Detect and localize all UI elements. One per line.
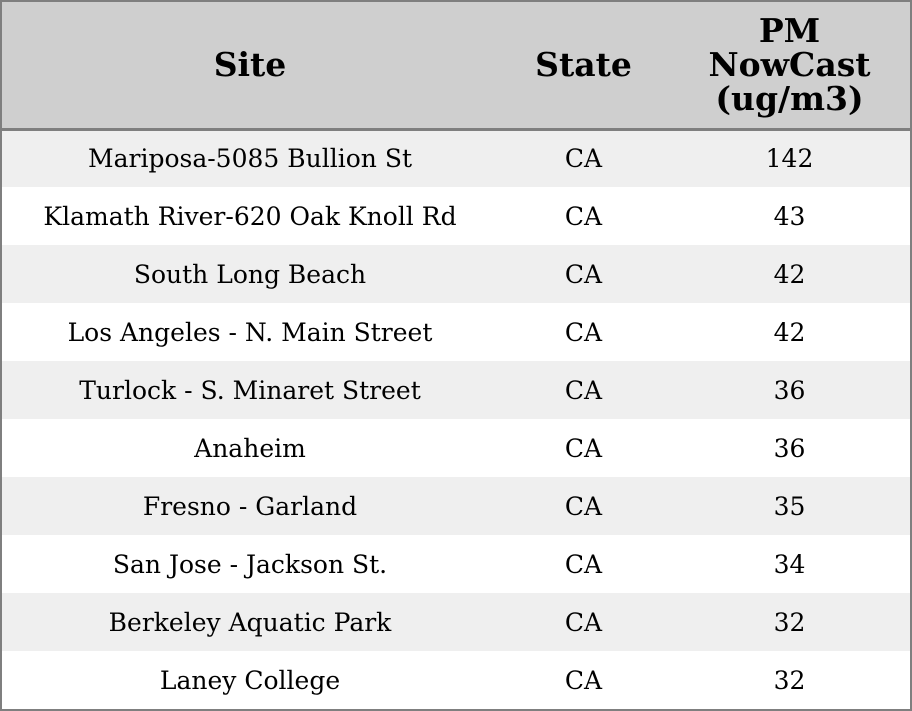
cell-state: CA [564,607,603,637]
cell-pm: 34 [773,549,806,579]
header-pm-line3: (ug/m3) [715,78,864,118]
header-site: Site [2,2,498,131]
cell-pm: 36 [773,433,806,463]
table-header: Site State PM NowCast (ug/m3) [2,2,910,131]
cell-site: South Long Beach [133,259,367,289]
table-row: Klamath River-620 Oak Knoll Rd CA 43 [2,187,910,245]
cell-pm: 32 [773,607,806,637]
cell-pm: 36 [773,375,806,405]
header-state: State [498,2,669,131]
cell-state: CA [564,665,603,695]
cell-site: Los Angeles - N. Main Street [67,317,433,347]
cell-site: Berkeley Aquatic Park [108,607,392,637]
cell-state: CA [564,144,603,174]
table-row: Berkeley Aquatic Park CA 32 [2,593,910,651]
header-pm-line1: PM [758,10,821,50]
cell-pm: 35 [773,491,806,521]
table-body: Mariposa-5085 Bullion St CA 142 Klamath … [2,129,910,709]
cell-pm: 42 [773,259,806,289]
cell-state: CA [564,375,603,405]
cell-site: Anaheim [194,433,306,463]
cell-state: CA [564,549,603,579]
cell-pm: 43 [773,201,806,231]
table-row: Mariposa-5085 Bullion St CA 142 [2,129,910,187]
cell-pm: 32 [773,665,806,695]
table-row: Fresno - Garland CA 35 [2,477,910,535]
table-row: Anaheim CA 36 [2,419,910,477]
cell-pm: 142 [765,144,814,174]
cell-state: CA [564,317,603,347]
cell-state: CA [564,259,603,289]
table-row: South Long Beach CA 42 [2,245,910,303]
table-row: Los Angeles - N. Main Street CA 42 [2,303,910,361]
table-row: San Jose - Jackson St. CA 34 [2,535,910,593]
cell-site: Turlock - S. Minaret Street [79,375,421,405]
cell-site: San Jose - Jackson St. [112,549,388,579]
table-row: Turlock - S. Minaret Street CA 36 [2,361,910,419]
cell-state: CA [564,491,603,521]
header-pm-nowcast: PM NowCast (ug/m3) [669,2,910,131]
cell-site: Fresno - Garland [142,491,358,521]
cell-pm: 42 [773,317,806,347]
cell-state: CA [564,201,603,231]
cell-site: Laney College [159,665,341,695]
header-row: Site State PM NowCast (ug/m3) [2,2,910,131]
cell-site: Klamath River-620 Oak Knoll Rd [43,201,457,231]
cell-site: Mariposa-5085 Bullion St [88,144,412,174]
header-pm-line2: NowCast [708,44,871,84]
cell-state: CA [564,433,603,463]
table-row: Laney College CA 32 [2,651,910,709]
